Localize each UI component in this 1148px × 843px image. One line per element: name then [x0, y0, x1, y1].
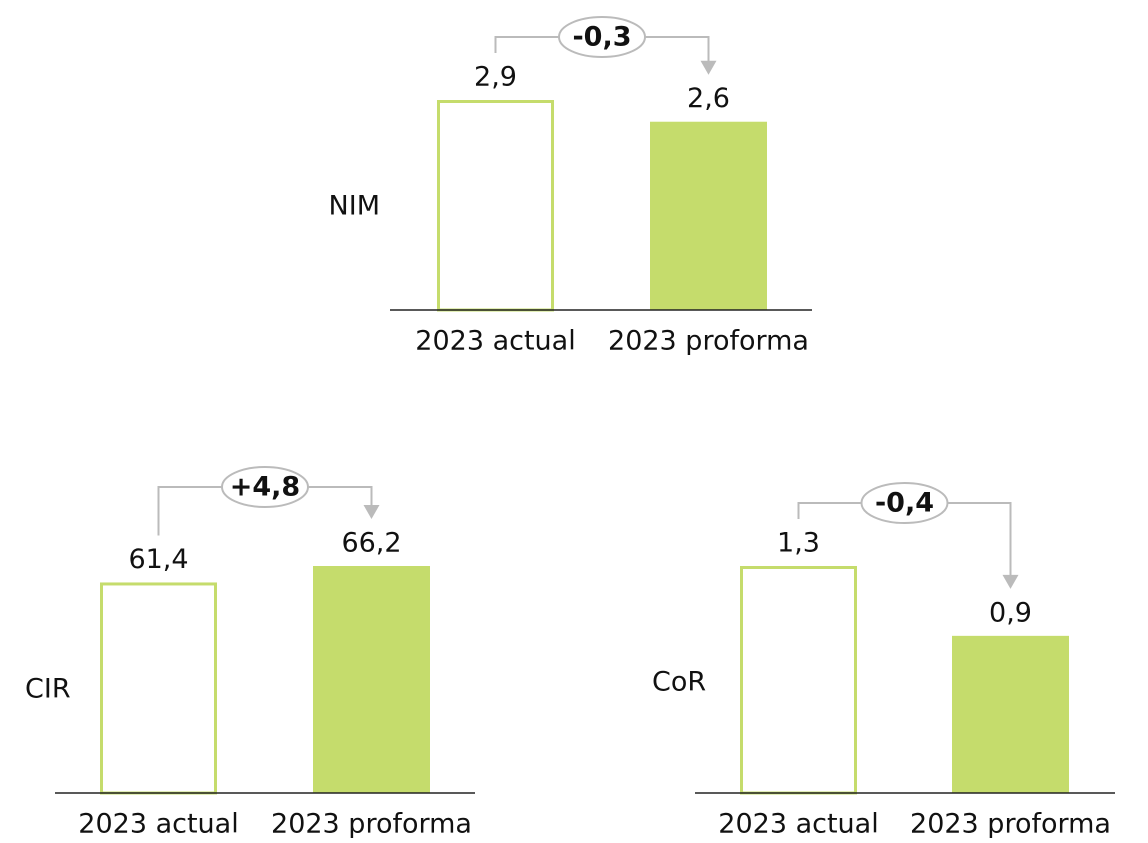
value-label: 2,9 — [474, 62, 517, 93]
category-label: 2023 actual — [78, 809, 238, 840]
bar — [313, 566, 430, 793]
category-label: 2023 actual — [718, 809, 878, 840]
metric-label: NIM — [329, 191, 380, 222]
bar — [437, 100, 554, 312]
value-label: 2,6 — [687, 83, 730, 114]
metric-label: CIR — [25, 674, 71, 705]
bar — [740, 566, 857, 795]
category-label: 2023 proforma — [271, 809, 472, 840]
change-bubble — [860, 482, 949, 524]
bar — [952, 635, 1069, 793]
change-label: +4,8 — [230, 472, 300, 503]
category-label: 2023 proforma — [608, 326, 809, 357]
arrow-head — [363, 505, 380, 519]
value-label: 0,9 — [989, 597, 1032, 628]
change-label: -0,4 — [875, 488, 934, 519]
metric-label: CoR — [652, 667, 706, 698]
arrow-head — [700, 60, 717, 75]
arrow-head — [1002, 574, 1019, 589]
value-label: 1,3 — [777, 528, 820, 559]
change-bubble — [221, 466, 309, 508]
bar — [100, 582, 217, 795]
value-label: 61,4 — [128, 544, 188, 575]
value-label: 66,2 — [341, 528, 401, 559]
change-label: -0,3 — [572, 22, 631, 53]
category-label: 2023 proforma — [910, 809, 1111, 840]
change-bubble — [558, 16, 646, 58]
bar — [650, 121, 767, 310]
category-label: 2023 actual — [415, 326, 575, 357]
